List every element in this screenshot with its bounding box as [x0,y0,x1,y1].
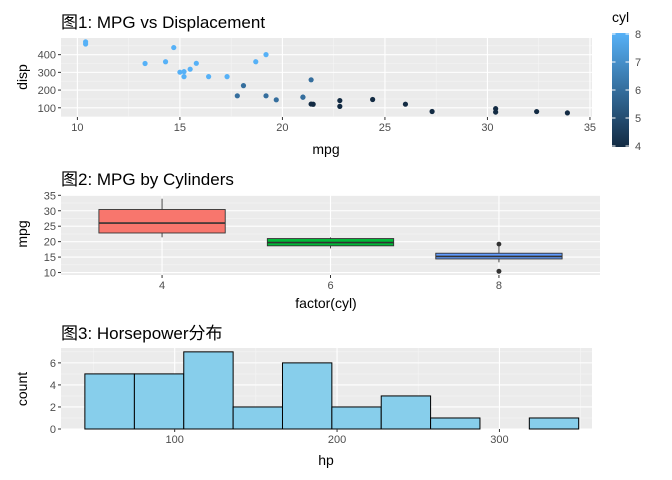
boxplot-y-tick-label: 20 [44,237,56,249]
histogram-x-tick-label: 300 [490,434,508,446]
histogram-bar [331,406,382,430]
scatter-point [162,59,169,65]
histogram-bar [281,362,333,430]
legend-tick-label: 8 [635,29,641,41]
scatter-point [234,93,240,99]
scatter-point [181,69,187,75]
scatter-x-tick-label: 25 [379,122,391,134]
legend-tick-label: 7 [635,57,641,69]
scatter-x-tick-label: 20 [276,122,288,134]
histogram-y-axis: 0 2 4 6 [50,358,61,436]
scatter-y-tick-label: 400 [38,50,56,62]
histogram-bar [84,373,135,430]
histogram-y-tick-label: 2 [50,402,56,414]
boxplot-x-axis: 4 6 8 [159,275,502,292]
scatter-y-axis: 100 200 300 400 [38,50,61,115]
boxplot-title: 图2: MPG by Cylinders [61,170,234,189]
histogram-bar [430,417,481,430]
panel-scatter: 图1: MPG vs Displacement 10 15 20 25 30 35 100… [14,13,596,157]
boxplot-y-tick-label: 15 [44,252,56,264]
scatter-point [206,74,212,80]
panel-histogram: 图3: Horsepower分布 100 200 300 0 2 4 6 hp count [14,324,592,468]
scatter-gridlines [61,38,592,117]
histogram-y-label: count [14,372,30,406]
scatter-point [83,41,89,47]
scatter-y-label: disp [14,64,30,90]
scatter-point [187,66,193,72]
boxplot-y-axis: 10 15 20 25 30 35 [44,190,61,280]
scatter-y-tick-label: 300 [38,67,56,79]
scatter-title: 图1: MPG vs Displacement [61,13,265,32]
boxplot-boxes [98,198,563,274]
histogram-x-tick-label: 100 [165,434,183,446]
scatter-point [308,101,314,107]
legend-tick-label: 4 [635,141,641,153]
boxplot-y-tick-label: 30 [44,206,56,218]
scatter-point [337,103,343,109]
legend-tick-label: 5 [635,113,641,125]
histogram-title: 图3: Horsepower分布 [61,324,223,343]
scatter-point [370,96,376,103]
legend-tick-label: 6 [635,85,641,97]
scatter-panel-bg [61,38,592,117]
scatter-point [263,52,269,58]
histogram-x-axis: 100 200 300 [165,429,509,446]
histogram-y-tick-label: 6 [50,358,56,370]
scatter-point [253,59,259,65]
scatter-y-tick-label: 100 [38,103,56,115]
histogram-bar [232,406,283,430]
boxplot-box [98,209,226,234]
scatter-x-tick-label: 10 [71,122,83,134]
histogram-bar [380,395,432,430]
scatter-point [493,106,499,112]
scatter-point [181,74,187,80]
boxplot-outlier [496,241,502,247]
boxplot-x-tick-label: 8 [496,280,502,292]
scatter-points [83,39,570,116]
histogram-y-tick-label: 0 [50,424,56,436]
boxplot-y-label: mpg [14,220,30,247]
panel-boxplot: 图2: MPG by Cylinders 4 6 8 10 15 20 25 30 35 fa… [14,170,600,311]
histogram-bars [84,351,580,430]
legend-ticks: 4 5 6 7 8 [612,29,641,153]
scatter-x-tick-label: 35 [584,122,596,134]
histogram-bar [528,417,580,430]
boxplot-x-tick-label: 4 [159,280,165,292]
scatter-x-tick-label: 15 [174,122,186,134]
scatter-point [171,44,177,51]
legend-title: cyl [612,9,629,25]
scatter-point [240,83,247,89]
scatter-point [308,77,314,83]
histogram-bar [183,351,234,430]
scatter-point [193,60,199,66]
histogram-x-label: hp [318,452,334,468]
boxplot-y-tick-label: 10 [44,268,56,280]
cyl-legend: cyl 4 5 6 7 8 [612,9,641,153]
scatter-point [224,74,230,80]
histogram-y-tick-label: 4 [50,380,56,392]
boxplot-x-tick-label: 6 [327,280,333,292]
boxplot-y-tick-label: 25 [44,221,56,233]
scatter-point [263,93,269,99]
histogram-bar [133,373,185,430]
scatter-point [177,69,183,75]
scatter-x-tick-label: 30 [481,122,493,134]
scatter-point [402,101,409,107]
histogram-x-tick-label: 200 [328,434,346,446]
scatter-y-tick-label: 200 [38,85,56,97]
boxplot-outlier [496,268,502,274]
scatter-point [300,94,306,100]
scatter-point [534,108,540,115]
boxplot-y-tick-label: 35 [44,190,56,202]
boxplot-x-label: factor(cyl) [295,295,356,311]
scatter-point [337,97,343,104]
scatter-point [273,97,279,103]
scatter-point [564,110,570,116]
legend-colorbar [612,33,629,147]
scatter-x-label: mpg [312,141,339,157]
scatter-point [142,60,148,67]
scatter-x-axis: 10 15 20 25 30 35 [71,117,596,134]
scatter-point [429,108,435,115]
